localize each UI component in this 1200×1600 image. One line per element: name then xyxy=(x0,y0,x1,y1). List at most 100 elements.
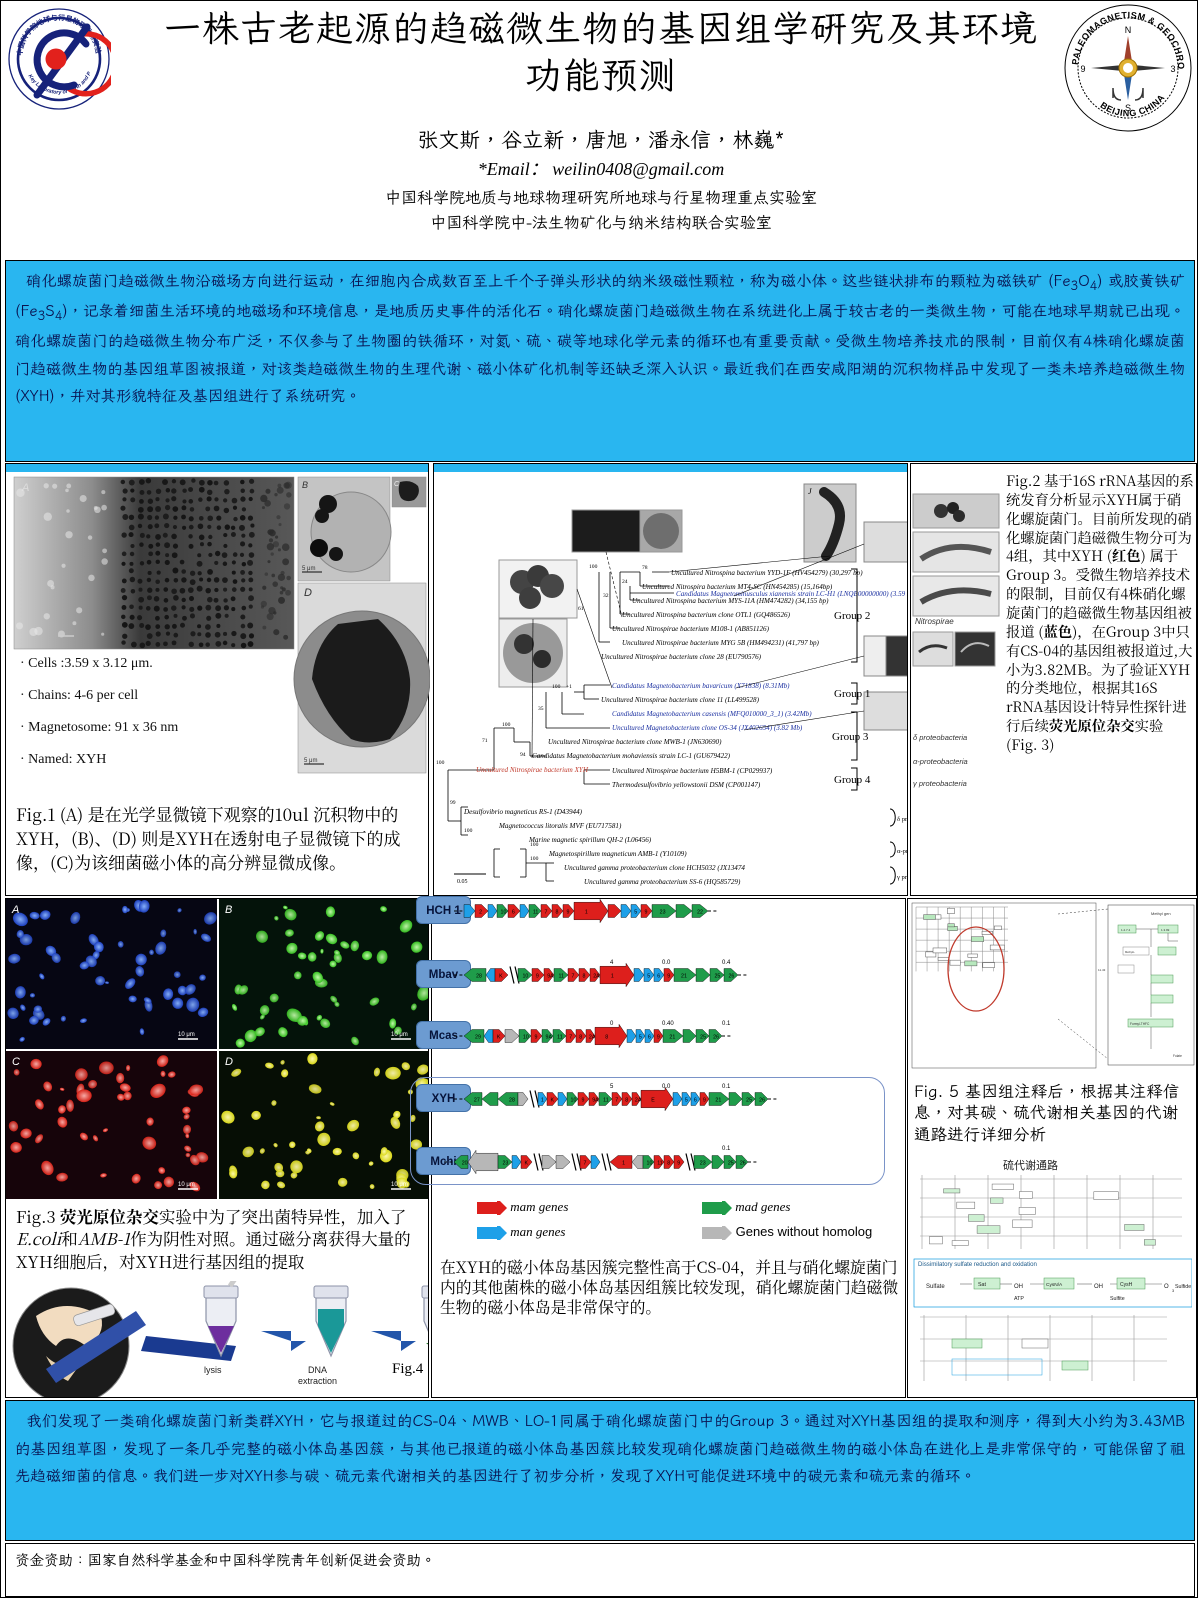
svg-text:OH: OH xyxy=(1094,1284,1103,1290)
svg-text:Uncultured Nitrospirae bacteri: Uncultured Nitrospirae bacterium M108-1 … xyxy=(612,625,770,633)
svg-text:Uncultured gamma proteobacteri: Uncultured gamma proteobacterium SS-6 (H… xyxy=(584,878,741,886)
svg-text:K: K xyxy=(551,1098,555,1104)
svg-text:1: 1 xyxy=(622,1161,625,1167)
svg-text:Group 4: Group 4 xyxy=(834,774,871,786)
svg-text:10 μm: 10 μm xyxy=(391,1032,408,1038)
svg-text:δ proteobacteria: δ proteobacteria xyxy=(913,733,967,742)
svg-text:0.05: 0.05 xyxy=(457,879,468,885)
svg-text:A: A xyxy=(11,904,19,916)
svg-text:Uncultured Nitrospina bacteriu: Uncultured Nitrospina bacterium YYD-1F (… xyxy=(671,569,863,577)
svg-text:11: 11 xyxy=(603,1098,609,1104)
svg-text:26: 26 xyxy=(740,1161,746,1167)
svg-text:6: 6 xyxy=(657,974,660,980)
svg-text:20: 20 xyxy=(462,1161,468,1167)
svg-text:Group 3: Group 3 xyxy=(832,731,869,743)
svg-text:5: 5 xyxy=(685,1098,688,1104)
svg-text:23: 23 xyxy=(660,910,666,916)
svg-text:10: 10 xyxy=(523,1035,529,1041)
svg-text:ATP: ATP xyxy=(1014,1296,1024,1302)
svg-text:Uncultured Nitrospirae bacteri: Uncultured Nitrospirae bacterium XYH xyxy=(476,766,589,774)
svg-text:100: 100 xyxy=(552,684,561,690)
svg-text:10 μm: 10 μm xyxy=(391,1182,408,1188)
svg-text:extraction: extraction xyxy=(298,1376,337,1386)
svg-text:Magnetococcus litoralis MVF (E: Magnetococcus litoralis MVF (EU717581) xyxy=(498,822,622,830)
svg-text:28: 28 xyxy=(509,1098,515,1104)
svg-text:0.0: 0.0 xyxy=(662,1084,671,1090)
svg-text:10: 10 xyxy=(647,1161,653,1167)
svg-text:7: 7 xyxy=(615,1098,618,1104)
svg-text:7: 7 xyxy=(545,910,548,916)
svg-text:Uncultured Nitrospirae bacteri: Uncultured Nitrospirae bacterium clone 2… xyxy=(601,653,762,661)
svg-text:Uncultured Nitrospina bacteriu: Uncultured Nitrospina bacterium MYS-11A … xyxy=(632,597,829,605)
svg-text:78: 78 xyxy=(642,565,648,571)
svg-text:Nitrospirae: Nitrospirae xyxy=(915,617,954,626)
svg-text:9: 9 xyxy=(667,974,670,980)
svg-text:CysN/A: CysN/A xyxy=(1046,1282,1063,1288)
svg-text:25: 25 xyxy=(700,1035,706,1041)
svg-text:Magnetospirillum magneticum AM: Magnetospirillum magneticum AMB-1 (Y1010… xyxy=(548,850,687,858)
svg-text:21: 21 xyxy=(669,1035,675,1041)
svg-text:32: 32 xyxy=(603,593,609,599)
svg-text:71: 71 xyxy=(482,738,488,744)
svg-text:1.2.7.4: 1.2.7.4 xyxy=(1121,928,1131,932)
svg-text:9: 9 xyxy=(657,1035,660,1041)
svg-text:0: 0 xyxy=(610,1021,614,1027)
svg-text:α-proteobacteria: α-proteobacteria xyxy=(913,757,968,766)
svg-text:5 μm: 5 μm xyxy=(302,566,315,572)
svg-text:100: 100 xyxy=(436,760,445,766)
svg-text:Uncultured gamma proteobacteri: Uncultured gamma proteobacterium clone H… xyxy=(564,864,745,872)
svg-text:11: 11 xyxy=(558,974,564,980)
svg-text:11: 11 xyxy=(657,1161,663,1167)
svg-text:22: 22 xyxy=(697,910,703,916)
svg-text:B: B xyxy=(225,904,232,916)
svg-text:+1: +1 xyxy=(566,684,572,690)
svg-text:0.1: 0.1 xyxy=(722,1084,731,1090)
svg-text:11: 11 xyxy=(533,910,539,916)
svg-text:Uncultured Nitrospirae bacteri: Uncultured Nitrospirae bacterium H5BM-1 … xyxy=(612,767,773,775)
svg-text:8: 8 xyxy=(556,910,559,916)
svg-text:3: 3 xyxy=(1170,64,1175,74)
svg-text:2A: 2A xyxy=(635,1098,642,1104)
svg-text:B: B xyxy=(302,480,308,490)
svg-text:1: 1 xyxy=(541,1098,544,1104)
svg-text:N: N xyxy=(1125,25,1132,35)
svg-text:26: 26 xyxy=(728,974,734,980)
svg-text:5: 5 xyxy=(647,974,650,980)
svg-text:D: D xyxy=(304,587,312,599)
svg-text:24: 24 xyxy=(622,579,628,585)
svg-text:K: K xyxy=(497,1035,501,1041)
svg-text:23: 23 xyxy=(502,1161,508,1167)
svg-text:7: 7 xyxy=(569,1035,572,1041)
svg-text:0.1: 0.1 xyxy=(722,1021,731,1027)
svg-text:Uncultured Nitrospirae bacteri: Uncultured Nitrospirae bacterium MYG 5B … xyxy=(622,639,820,647)
svg-text:100: 100 xyxy=(530,856,539,862)
svg-text:2: 2 xyxy=(479,910,482,916)
svg-text:25: 25 xyxy=(728,1161,734,1167)
svg-text:7: 7 xyxy=(584,1161,587,1167)
svg-text:10: 10 xyxy=(522,974,528,980)
svg-text:10: 10 xyxy=(571,1098,577,1104)
svg-text:Sat: Sat xyxy=(978,1282,986,1288)
svg-text:9: 9 xyxy=(582,1098,585,1104)
svg-text:5 μm: 5 μm xyxy=(304,758,317,764)
svg-text:Desulfovibrio magneticus RS-1: Desulfovibrio magneticus RS-1 (D43944) xyxy=(463,808,583,816)
svg-text:2A: 2A xyxy=(589,1035,596,1041)
svg-text:Uncultured Nitrospina bacteriu: Uncultured Nitrospina bacterium clone OT… xyxy=(622,611,791,619)
svg-text:lysis: lysis xyxy=(204,1365,222,1375)
svg-text:K: K xyxy=(499,974,503,980)
svg-text:94: 94 xyxy=(520,752,526,758)
svg-text:27: 27 xyxy=(474,1098,480,1104)
svg-text:1: 1 xyxy=(611,974,614,980)
svg-text:1.3.99: 1.3.99 xyxy=(1161,928,1170,932)
svg-text:61: 61 xyxy=(578,606,584,612)
svg-text:100: 100 xyxy=(464,828,473,834)
svg-text:Methyl gen: Methyl gen xyxy=(1151,911,1171,916)
svg-text:Methylo-: Methylo- xyxy=(1125,950,1135,954)
svg-text:8: 8 xyxy=(605,1035,608,1041)
svg-text:10 μm: 10 μm xyxy=(178,1032,195,1038)
svg-text:Candidatus Magnetobacterium ba: Candidatus Magnetobacterium bavaricum (X… xyxy=(612,682,790,690)
svg-text:6: 6 xyxy=(694,1098,697,1104)
svg-text:21: 21 xyxy=(681,974,687,980)
svg-text:9A: 9A xyxy=(546,1035,553,1041)
svg-text:Sulfate: Sulfate xyxy=(926,1284,945,1290)
